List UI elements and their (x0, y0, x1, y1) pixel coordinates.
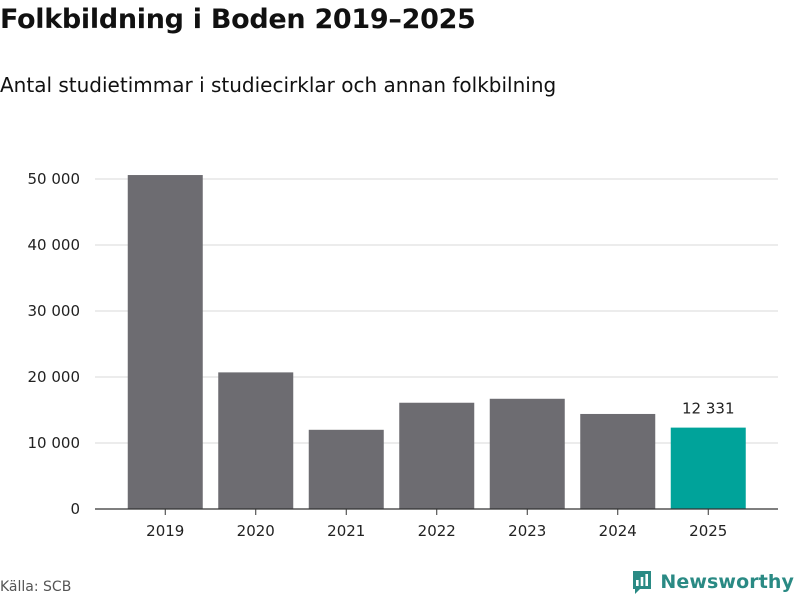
x-tick-label: 2025 (689, 522, 727, 540)
y-tick-label: 10 000 (28, 434, 81, 452)
chart-subtitle: Antal studietimmar i studiecirklar och a… (0, 73, 557, 97)
x-tick-label: 2020 (237, 522, 275, 540)
x-tick-label: 2019 (146, 522, 184, 540)
y-tick-label: 0 (70, 500, 80, 518)
data-labels: 12 331 (682, 400, 735, 418)
data-label: 12 331 (682, 400, 735, 418)
chart-title: Folkbildning i Boden 2019–2025 (0, 4, 476, 35)
newsworthy-logo-icon (633, 571, 652, 594)
x-tick-label: 2022 (418, 522, 456, 540)
bar-2024 (580, 413, 656, 509)
bar-2020 (218, 372, 294, 509)
x-tick-label: 2023 (508, 522, 546, 540)
bar-2021 (308, 429, 384, 509)
source-note: Källa: SCB (0, 579, 72, 595)
y-tick-label: 30 000 (28, 302, 81, 320)
bars (127, 175, 746, 510)
brand-logo: Newsworthy (631, 569, 794, 595)
bar-2022 (399, 402, 475, 509)
y-tick-label: 40 000 (28, 236, 81, 254)
x-tick-label: 2024 (599, 522, 637, 540)
y-tick-label: 20 000 (28, 368, 81, 386)
bar-2019 (127, 175, 203, 510)
y-axis-ticks: 0 10 000 20 000 30 000 40 000 50 000 (28, 170, 81, 518)
bar-2023 (489, 398, 565, 509)
y-tick-label: 50 000 (28, 170, 81, 188)
x-axis-ticks: 2019 2020 2021 2022 2023 2024 2025 (146, 509, 727, 540)
bar-2025 (670, 427, 746, 509)
x-tick-label: 2021 (327, 522, 365, 540)
brand-name: Newsworthy (660, 571, 794, 593)
